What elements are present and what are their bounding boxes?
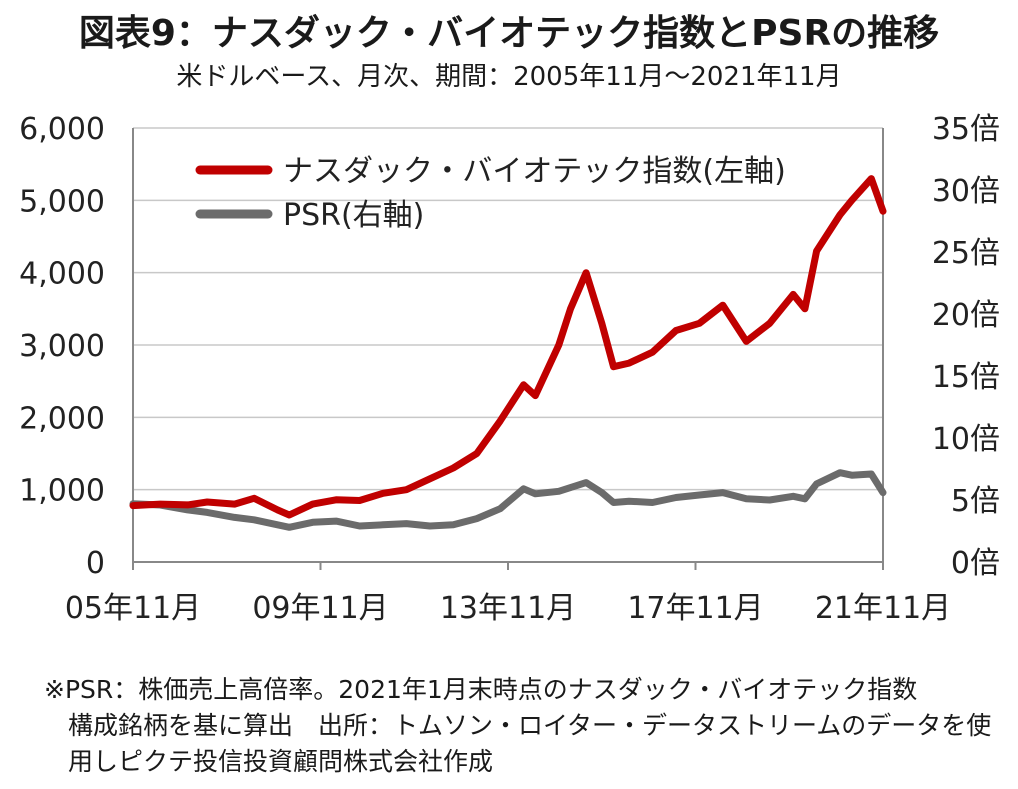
y-left-tick-label: 6,000 <box>19 112 105 147</box>
series-lines <box>129 175 887 531</box>
y-right-tick-label: 0倍 <box>951 546 1000 581</box>
y-left-tick-label: 5,000 <box>19 184 105 219</box>
x-tick-label: 21年11月 <box>815 591 951 626</box>
legend-label-index: ナスダック・バイオテック指数(左軸) <box>283 154 786 189</box>
y-right-tick-label: 10倍 <box>932 422 1000 457</box>
series-line-index <box>129 175 887 519</box>
series-line-psr <box>129 469 887 531</box>
y-left-tick-label: 4,000 <box>19 257 105 292</box>
chart-subtitle: 米ドルベース、月次、期間：2005年11月～2021年11月 <box>176 62 842 92</box>
chart-canvas: 0 1,000 2,000 3,000 4,000 5,000 6,000 0倍 5倍 10倍 1… <box>19 112 1000 626</box>
y-right-tick-labels: 0倍 5倍 10倍 15倍 20倍 25倍 30倍 35倍 <box>932 112 1000 581</box>
footnote: ※PSR：株価売上高倍率。2021年1月末時点のナスダック・バイオテック指数 構… <box>44 672 1004 780</box>
y-right-tick-label: 15倍 <box>932 360 1000 395</box>
x-tick-label: 13年11月 <box>440 591 576 626</box>
x-tick-label: 09年11月 <box>252 591 388 626</box>
legend: ナスダック・バイオテック指数(左軸) PSR(右軸) <box>195 154 786 233</box>
y-left-tick-label: 2,000 <box>19 401 105 436</box>
y-right-tick-label: 5倍 <box>951 484 1000 519</box>
gridlines <box>133 127 883 491</box>
y-right-tick-label: 25倍 <box>932 236 1000 271</box>
legend-label-psr: PSR(右軸) <box>283 198 424 233</box>
x-tick-label: 05年11月 <box>65 591 201 626</box>
y-left-tick-labels: 0 1,000 2,000 3,000 4,000 5,000 6,000 <box>19 112 105 581</box>
footnote-line-3: 用しピクテ投信投資顧問株式会社作成 <box>68 747 494 776</box>
y-left-tick-label: 0 <box>86 546 105 581</box>
chart-title: 図表9：ナスダック・バイオテック指数とPSRの推移 <box>78 13 940 54</box>
y-right-tick-label: 35倍 <box>932 112 1000 147</box>
y-right-tick-label: 20倍 <box>932 298 1000 333</box>
footnote-line-2: 構成銘柄を基に算出 出所：トムソン・ロイター・データストリームのデータを使 <box>68 711 992 740</box>
y-left-tick-label: 3,000 <box>19 329 105 364</box>
x-tick-labels: 05年11月 09年11月 13年11月 17年11月 21年11月 <box>65 591 951 626</box>
y-right-tick-label: 30倍 <box>932 174 1000 209</box>
footnote-line-1: ※PSR：株価売上高倍率。2021年1月末時点のナスダック・バイオテック指数 <box>44 675 918 704</box>
x-tick-label: 17年11月 <box>627 591 763 626</box>
y-left-tick-label: 1,000 <box>19 474 105 509</box>
